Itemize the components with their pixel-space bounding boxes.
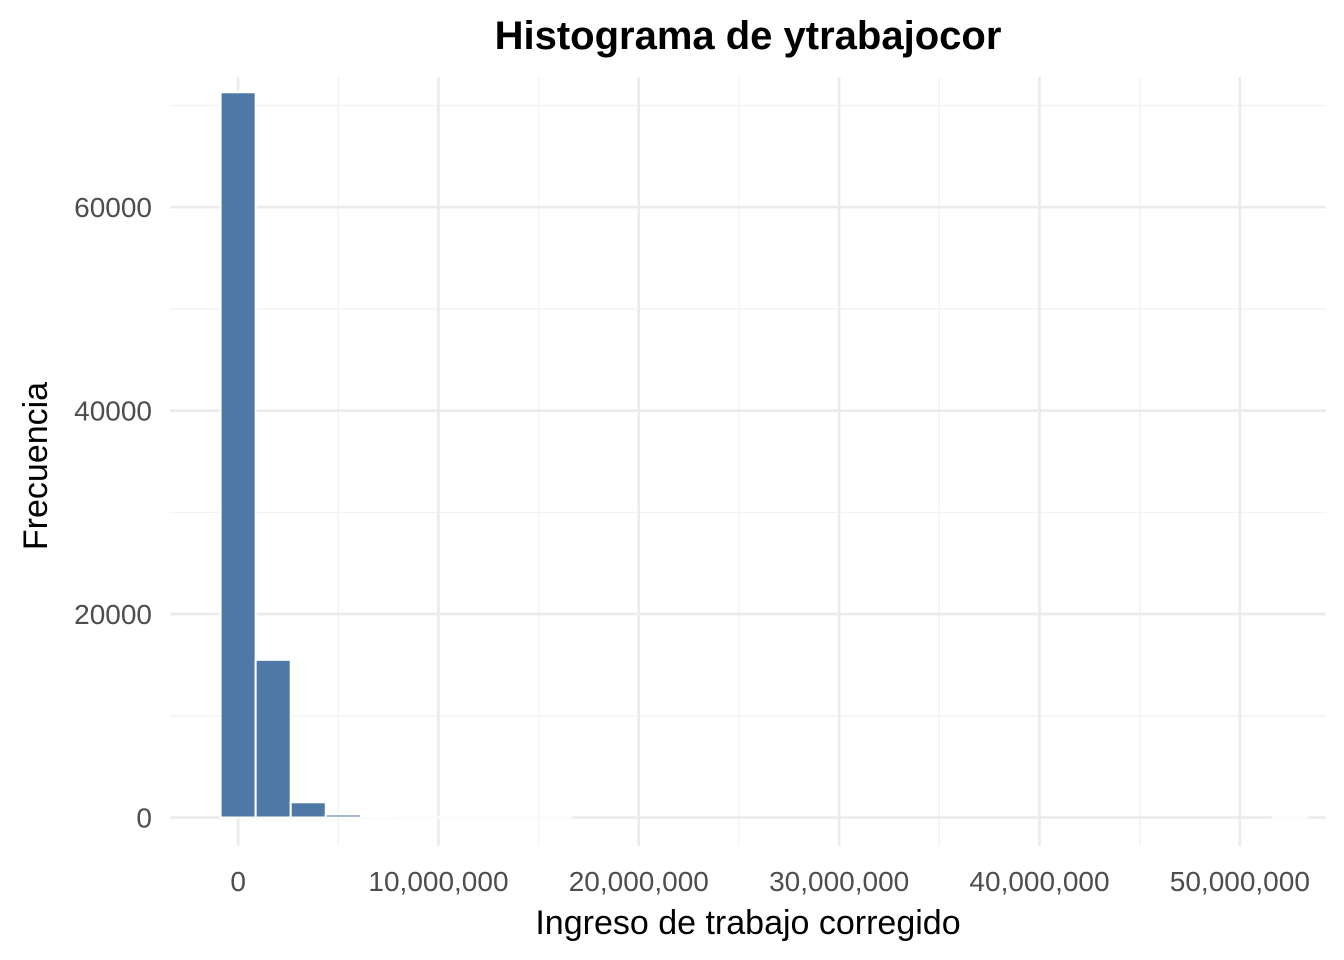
- x-tick-label: 50,000,000: [1170, 866, 1310, 897]
- y-tick-label: 20000: [74, 599, 152, 630]
- x-axis-ticks: 0 10,000,000 20,000,000 30,000,000 40,000,00…: [230, 866, 1310, 897]
- x-tick-label: 10,000,000: [368, 866, 508, 897]
- y-axis-title: Frecuencia: [17, 382, 55, 550]
- x-tick-label: 30,000,000: [769, 866, 909, 897]
- bars-layer: [219, 91, 1309, 819]
- grid-layer: [170, 77, 1326, 846]
- y-tick-label: 40000: [74, 396, 152, 427]
- x-tick-label: 0: [230, 866, 246, 897]
- x-axis-title: Ingreso de trabajo corregido: [535, 904, 960, 942]
- histogram-bar: [289, 801, 327, 819]
- x-tick-label: 40,000,000: [969, 866, 1109, 897]
- chart-title: Histograma de ytrabajocor: [495, 14, 1002, 58]
- x-tick-label: 20,000,000: [569, 866, 709, 897]
- y-tick-label: 60000: [74, 192, 152, 223]
- y-axis-ticks: 0 20000 40000 60000: [74, 192, 152, 833]
- histogram-bar: [219, 91, 257, 819]
- histogram-bar: [324, 813, 362, 819]
- y-tick-label: 0: [136, 803, 152, 834]
- histogram-bar: [254, 658, 292, 819]
